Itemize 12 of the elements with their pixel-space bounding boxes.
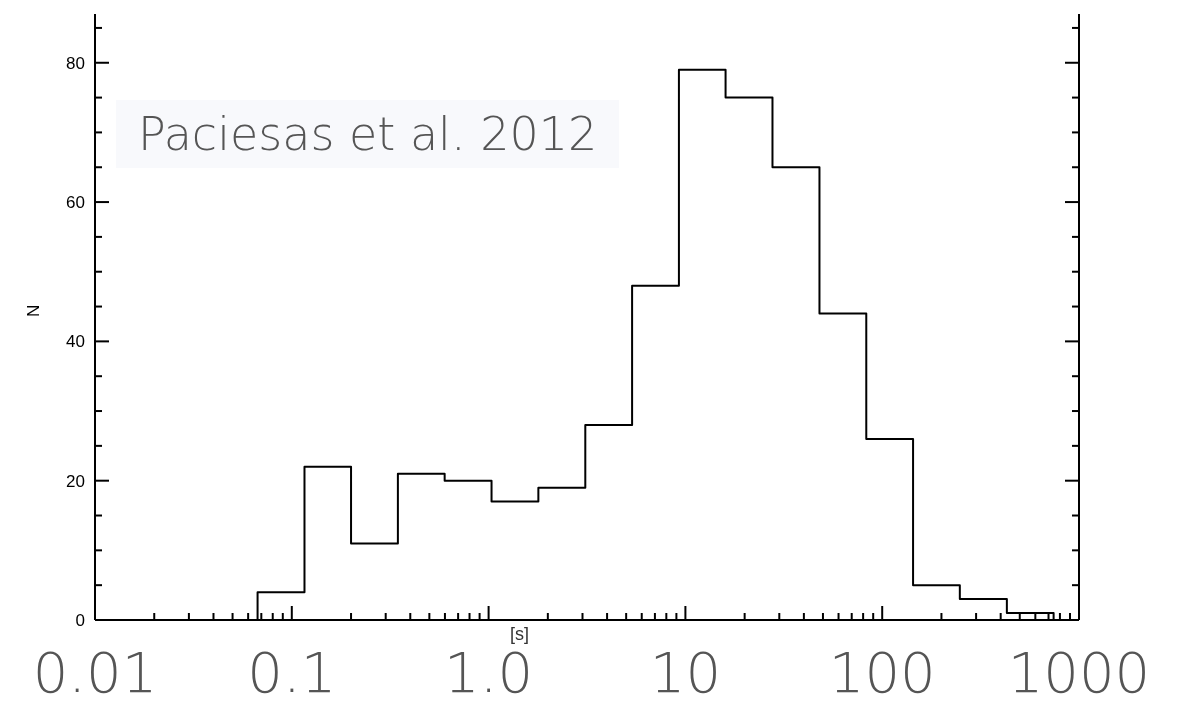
annotation: Paciesas et al. 2012 — [116, 100, 620, 168]
y-tick-label: 0 — [75, 611, 85, 630]
y-tick-label: 40 — [66, 332, 85, 352]
x-tick-label: 10 — [649, 640, 722, 705]
y-tick-label: 60 — [66, 193, 85, 213]
x-tick-label: 0.1 — [247, 640, 337, 705]
x-tick-label: 100 — [828, 640, 936, 705]
x-tick-label: 1000 — [1007, 640, 1151, 705]
x-tick-label: 0.01 — [32, 640, 158, 705]
y-tick-label: 80 — [66, 53, 85, 73]
y-tick-label: 20 — [66, 471, 85, 491]
y-axis-title: N — [24, 304, 44, 317]
